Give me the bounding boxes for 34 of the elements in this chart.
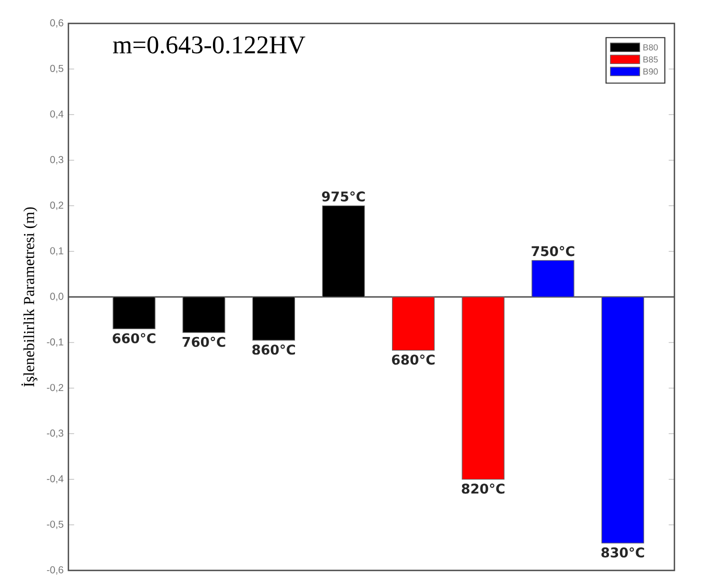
x-tick-label: 830°C	[601, 547, 644, 558]
x-tick-label: 660°C	[112, 333, 156, 344]
bar	[532, 260, 574, 298]
y-axis-title: İşlenebilirlik Parametresi (m)	[21, 207, 38, 387]
y-tick-label: 0,0	[50, 292, 64, 302]
bar	[112, 296, 156, 330]
x-tick-label: 680°C	[392, 354, 435, 365]
bar	[252, 296, 296, 341]
bar	[322, 205, 365, 298]
x-tick-label: 820°C	[462, 484, 504, 494]
bar	[601, 296, 644, 544]
y-tick-label: -0,4	[46, 475, 64, 484]
x-tick-label: 860°C	[252, 344, 295, 355]
bar	[392, 296, 435, 351]
legend-label: B85	[643, 56, 658, 62]
bar	[462, 296, 504, 480]
y-tick-label: 0,2	[50, 202, 64, 210]
y-tick-label: 0,1	[50, 247, 64, 256]
y-tick-label: -0,2	[46, 384, 64, 392]
y-tick-label: -0,3	[46, 430, 64, 438]
y-tick-label: -0,1	[46, 338, 64, 347]
legend-label: B90	[643, 68, 658, 75]
y-tick-label: 0,3	[50, 156, 64, 164]
x-tick-label: 975°C	[322, 191, 365, 202]
annotation: m=0.643-0.122HV	[113, 36, 306, 54]
y-tick-label: 0,4	[50, 110, 64, 119]
y-tick-label: 0,5	[50, 64, 64, 74]
y-tick-label: -0,5	[46, 520, 64, 529]
legend-label: B80	[643, 44, 658, 50]
bar	[182, 296, 226, 333]
y-tick-label: 0,6	[50, 19, 64, 28]
x-tick-label: 760°C	[182, 336, 226, 347]
x-tick-label: 750°C	[532, 246, 574, 256]
y-tick-label: -0,6	[46, 566, 64, 575]
